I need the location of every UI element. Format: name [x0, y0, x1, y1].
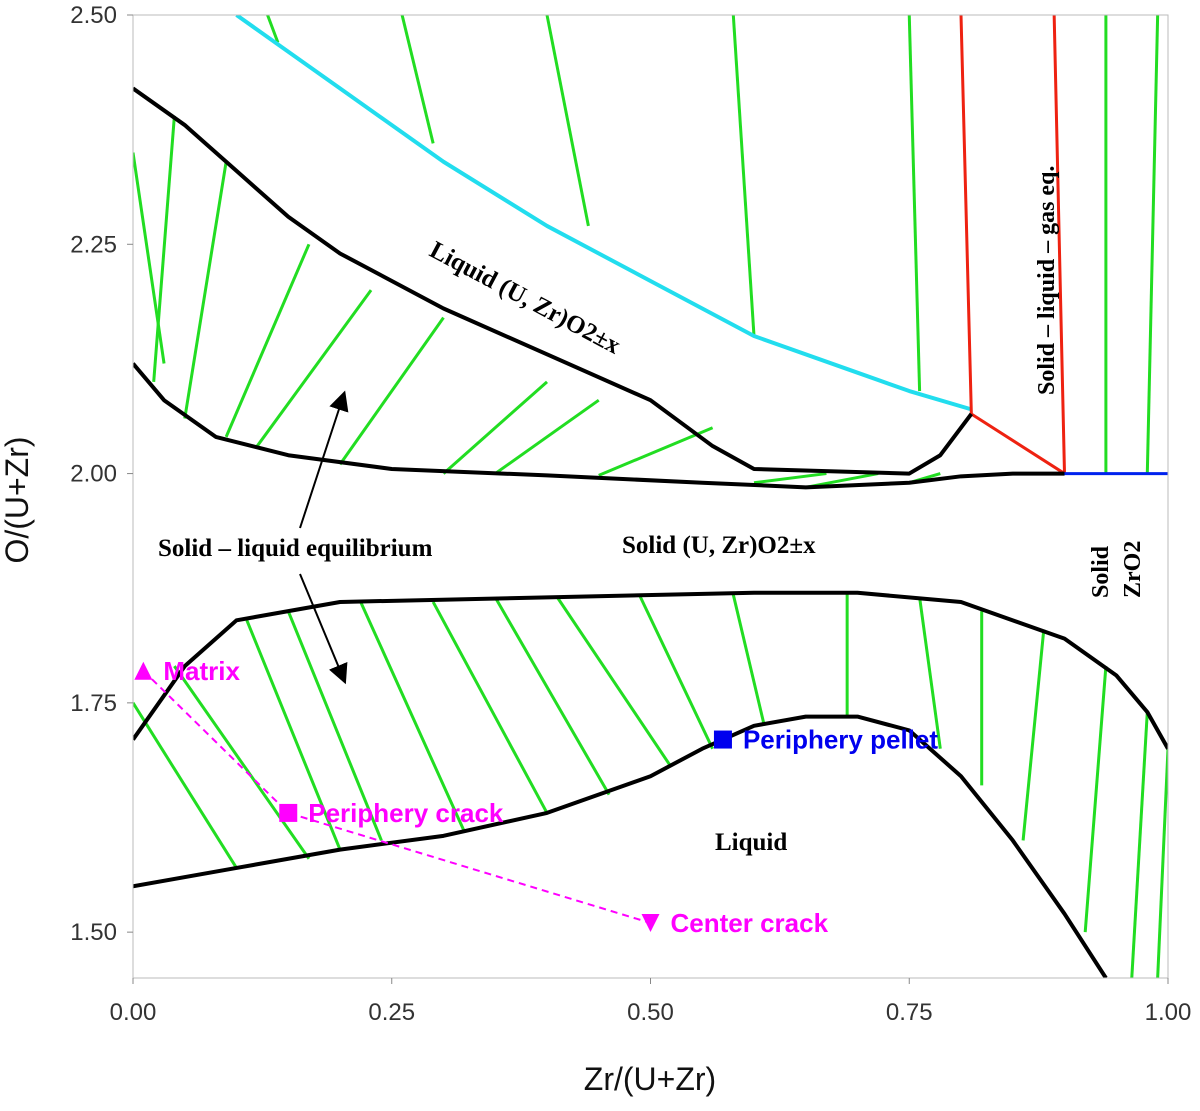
label-liquid-upper: Liquid (U, Zr)O2±x [425, 236, 625, 359]
tie-line [493, 596, 611, 796]
x-tick-label: 0.75 [886, 999, 933, 1026]
phase-boundaries [133, 15, 1168, 978]
y-tick-label: 2.00 [70, 461, 117, 488]
tie-line [753, 472, 827, 485]
tie-line [255, 289, 373, 447]
tie-line [173, 665, 311, 860]
label-solid-zro2-line1: Solid [1088, 545, 1114, 598]
tie-line [1021, 629, 1046, 841]
tie-line [1083, 666, 1108, 933]
tie-line [731, 15, 756, 337]
x-tick-label: 0.00 [110, 999, 157, 1026]
tie-line [907, 15, 922, 392]
label-solid-zro2-line2: ZrO2 [1120, 541, 1146, 598]
y-tick-label: 1.50 [70, 919, 117, 946]
label-solid-oxide: Solid (U, Zr)O2±x [622, 532, 816, 559]
x-tick-label: 0.25 [368, 999, 415, 1026]
tie-line [918, 597, 942, 749]
point-label-center-crack: Center crack [671, 908, 829, 938]
tie-line [133, 702, 238, 869]
tie-line [359, 601, 466, 832]
tie-line [400, 15, 435, 144]
tie-line [598, 426, 714, 477]
cyan-liquidus-curve [235, 15, 972, 412]
y-tick-label: 2.25 [70, 231, 117, 258]
tie-line [431, 601, 549, 814]
point-matrix [134, 661, 153, 680]
three-phase-boundary [959, 15, 1066, 476]
point-label-periphery-crack: Periphery crack [308, 798, 504, 828]
lower-liquidus-curve [133, 714, 1108, 978]
tie-line [152, 115, 176, 382]
tie-line [245, 619, 342, 851]
tie-line [338, 316, 445, 466]
label-liquid-lower: Liquid [715, 829, 787, 856]
lower-solidus-curve [133, 590, 1168, 750]
tie-line [1130, 711, 1149, 978]
tie-line [183, 161, 228, 419]
point-label-periphery-pellet: Periphery pellet [743, 725, 938, 755]
point-periphery-crack [279, 803, 298, 822]
x-axis-label: Zr/(U+Zr) [584, 1061, 716, 1097]
x-axis-ticks: 0.00 0.25 0.50 0.75 1.00 [110, 978, 1192, 1026]
y-axis-label: O/(U+Zr) [0, 436, 35, 563]
tie-line [266, 15, 280, 44]
tie-line [133, 152, 166, 364]
tie-line [494, 398, 600, 475]
y-tick-label: 1.75 [70, 690, 117, 717]
tie-line [731, 594, 766, 727]
upper-lower-boundary [133, 362, 1065, 490]
data-points: Matrix Periphery crack Center crack Periphe… [134, 656, 938, 938]
arrow-up [299, 390, 349, 529]
tie-line [638, 595, 714, 750]
y-tick-label: 2.50 [70, 2, 117, 29]
measurement-path [142, 670, 651, 924]
point-center-crack [641, 913, 660, 932]
tie-line [1145, 15, 1160, 474]
point-periphery-pellet [713, 730, 732, 749]
y-axis-ticks: 1.50 1.75 2.00 2.25 2.50 [70, 2, 133, 946]
tie-line [442, 380, 548, 475]
tie-line [545, 15, 590, 227]
upper-solidus-curve [133, 86, 973, 476]
tie-line [286, 610, 383, 841]
x-tick-label: 0.50 [627, 999, 674, 1026]
arrow-down [299, 573, 348, 685]
label-solid-liquid: Solid – liquid equilibrium [158, 535, 433, 562]
x-tick-label: 1.00 [1145, 999, 1192, 1026]
label-solid-liquid-gas: Solid – liquid – gas eq. [1034, 166, 1060, 395]
point-label-matrix: Matrix [163, 656, 240, 686]
tie-line [1156, 748, 1168, 978]
tie-line [556, 596, 673, 768]
plot-area [133, 15, 1168, 978]
tie-line [224, 243, 311, 438]
plot-frame [132, 14, 1169, 979]
tie-lines [133, 15, 1168, 978]
